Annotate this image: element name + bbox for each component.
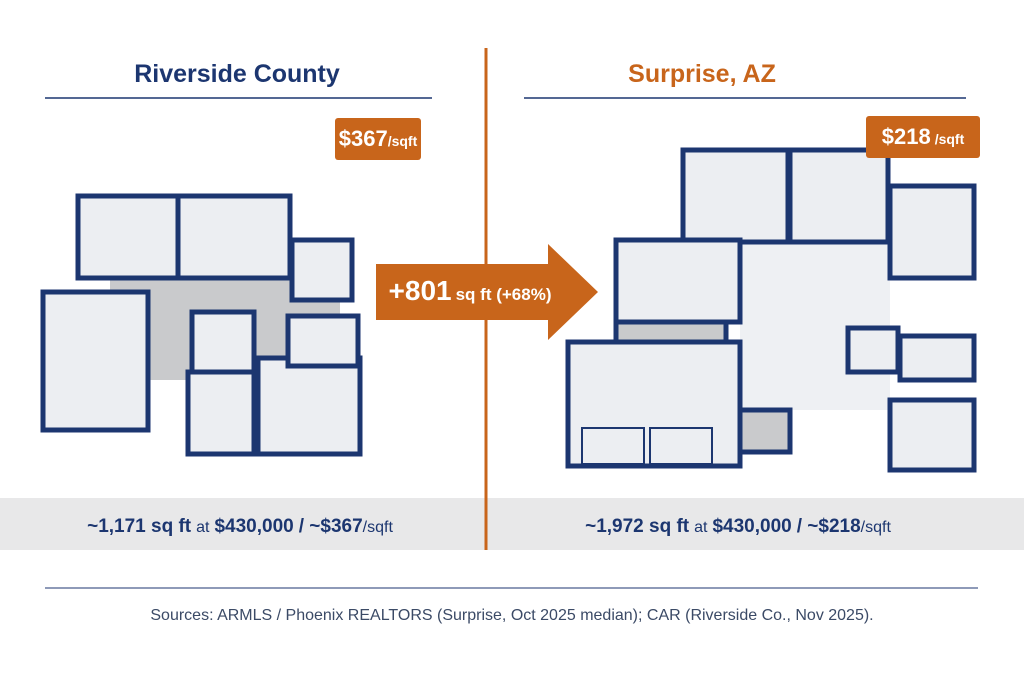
caption-band <box>0 498 1024 550</box>
arrow-text: +801 sq ft (+68%) <box>389 275 552 306</box>
difference-arrow: +801 sq ft (+68%) <box>376 244 598 340</box>
arrow-amount: +801 <box>389 275 452 306</box>
right-floor-plan <box>565 147 977 473</box>
right-caption: ~1,972 sq ft at $430,000 / ~$218/sqft <box>585 516 891 537</box>
badge-price: $367 <box>339 126 388 151</box>
caption-at: at <box>694 519 708 536</box>
caption-price: $430,000 <box>214 516 293 537</box>
caption-unit: /sqft <box>363 519 394 536</box>
caption-price: $430,000 <box>712 516 791 537</box>
left-badge: $367/sqft <box>335 118 421 160</box>
badge-price: $218 <box>882 124 931 149</box>
caption-unit: /sqft <box>861 519 892 536</box>
sources: Sources: ARMLS / Phoenix REALTORS (Surpr… <box>150 607 873 624</box>
right-badge: $218/sqft <box>866 116 980 158</box>
caption-area: ~1,972 sq ft <box>585 516 690 537</box>
badge-unit: /sqft <box>388 133 418 149</box>
badge-text: $367/sqft <box>339 126 418 151</box>
left-caption: ~1,171 sq ft at $430,000 / ~$367/sqft <box>87 516 393 537</box>
badge-text: $218/sqft <box>882 124 965 149</box>
caption-area: ~1,171 sq ft <box>87 516 192 537</box>
right-title: Surprise, AZ <box>628 60 776 88</box>
caption-per: / ~$218 <box>797 516 861 537</box>
left-floor-plan <box>40 193 363 457</box>
arrow-unit: sq ft (+68%) <box>456 285 552 304</box>
left-title: Riverside County <box>134 60 340 88</box>
badge-unit: /sqft <box>935 131 965 147</box>
caption-per: / ~$367 <box>299 516 363 537</box>
caption-at: at <box>196 519 210 536</box>
